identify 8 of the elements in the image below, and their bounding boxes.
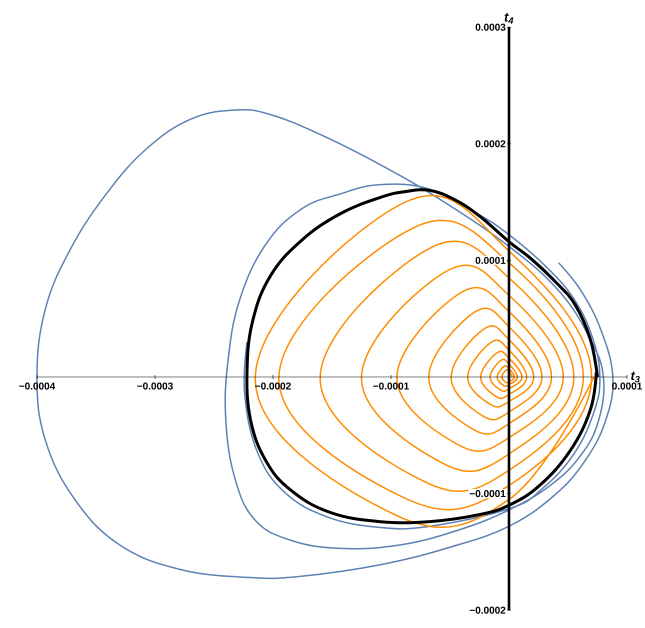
y-tick-label: 0.0001 [476, 256, 506, 264]
y-axis-title: t$_{4}$ [504, 13, 514, 24]
x-axis-title: t$_{3}$ [631, 372, 640, 382]
y-tick-label: 0.0002 [476, 140, 506, 148]
x-tick-label: −0.0003 [137, 382, 173, 390]
y-tick-label: −0.0001 [470, 490, 506, 498]
y-tick-label: −0.0002 [470, 606, 506, 614]
y-tick-label: 0.0003 [476, 24, 506, 31]
